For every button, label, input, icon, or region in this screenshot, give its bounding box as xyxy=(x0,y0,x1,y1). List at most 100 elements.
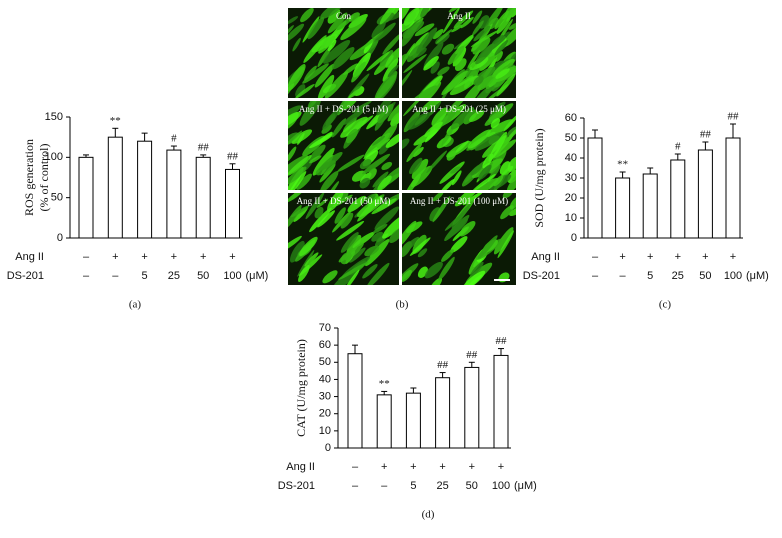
cell xyxy=(288,130,303,149)
cell xyxy=(288,193,305,203)
category-label: + xyxy=(141,251,147,263)
cell xyxy=(494,40,509,56)
cell xyxy=(417,248,428,258)
cell xyxy=(296,173,312,190)
cells xyxy=(402,101,516,190)
cell xyxy=(407,21,425,35)
cell xyxy=(307,16,325,40)
cell xyxy=(336,101,350,116)
cell xyxy=(441,43,455,55)
y-tick-label: 20 xyxy=(565,192,577,204)
cell xyxy=(376,123,398,149)
category-label: + xyxy=(439,461,445,473)
cell xyxy=(436,29,453,44)
cell xyxy=(344,269,360,285)
category-label: – xyxy=(620,270,627,282)
category-label: + xyxy=(619,251,625,263)
category-label: 25 xyxy=(672,270,684,282)
category-label: + xyxy=(381,461,387,473)
cell xyxy=(371,198,397,215)
cell xyxy=(446,101,467,114)
cell xyxy=(288,16,299,25)
cell xyxy=(492,58,515,78)
cell xyxy=(424,121,443,137)
significance-label: ## xyxy=(198,141,210,153)
cell xyxy=(429,101,442,116)
category-label: 100 xyxy=(492,480,510,492)
cell xyxy=(402,220,417,249)
cell xyxy=(348,12,360,22)
cell xyxy=(290,240,305,263)
category-label: + xyxy=(469,461,475,473)
cell xyxy=(493,227,514,255)
cell xyxy=(470,30,499,48)
cell xyxy=(324,71,349,98)
cell xyxy=(411,158,429,180)
cell xyxy=(374,206,399,230)
cell xyxy=(340,232,359,253)
significance-label: ## xyxy=(466,349,478,361)
cell xyxy=(483,8,504,32)
cell xyxy=(406,142,423,163)
cell xyxy=(309,144,326,162)
y-tick-label: 100 xyxy=(45,151,63,163)
cell xyxy=(402,53,409,64)
category-label: 50 xyxy=(699,270,711,282)
cell xyxy=(345,128,358,144)
cell xyxy=(453,10,474,29)
category-label: 5 xyxy=(647,270,653,282)
category-label: – xyxy=(112,270,119,282)
bar xyxy=(493,354,509,449)
cell xyxy=(347,195,367,213)
bar xyxy=(107,136,123,239)
cell xyxy=(322,270,338,284)
cell xyxy=(346,234,362,256)
y-axis-label: ROS generation xyxy=(22,139,36,216)
cell xyxy=(473,25,491,42)
panel-label: (a) xyxy=(129,299,142,311)
cell xyxy=(429,277,443,285)
cell xyxy=(496,14,512,34)
cell xyxy=(477,75,495,91)
cell xyxy=(319,131,333,143)
y-tick-label: 50 xyxy=(51,192,63,204)
cell xyxy=(342,108,366,125)
cell xyxy=(502,24,516,48)
cell xyxy=(288,25,294,36)
significance-label: ** xyxy=(379,378,390,390)
category-label: 50 xyxy=(466,480,478,492)
category-label: + xyxy=(200,251,206,263)
category-label: – xyxy=(83,251,90,263)
cell xyxy=(340,252,352,265)
cell xyxy=(413,146,424,157)
cell xyxy=(450,106,475,130)
cell xyxy=(402,236,419,258)
cell xyxy=(474,131,505,151)
cell xyxy=(506,173,516,190)
cell xyxy=(451,24,463,33)
bar xyxy=(464,366,480,449)
cell xyxy=(426,150,448,174)
cell xyxy=(288,171,307,190)
bar xyxy=(166,149,182,239)
category-label: 25 xyxy=(436,480,448,492)
cell xyxy=(331,118,347,138)
cell xyxy=(374,22,396,43)
cell xyxy=(491,35,504,45)
cell xyxy=(348,87,362,98)
cell xyxy=(409,237,431,256)
cell xyxy=(403,8,420,26)
cell xyxy=(302,63,329,84)
cell xyxy=(497,230,515,259)
cell xyxy=(317,210,335,228)
cell xyxy=(403,54,427,73)
cell xyxy=(382,32,399,55)
cell xyxy=(359,177,371,189)
category-label: + xyxy=(229,251,235,263)
cell xyxy=(467,129,491,149)
cell xyxy=(385,46,399,68)
bar xyxy=(587,137,603,239)
bar xyxy=(697,149,713,239)
cell xyxy=(472,37,491,55)
